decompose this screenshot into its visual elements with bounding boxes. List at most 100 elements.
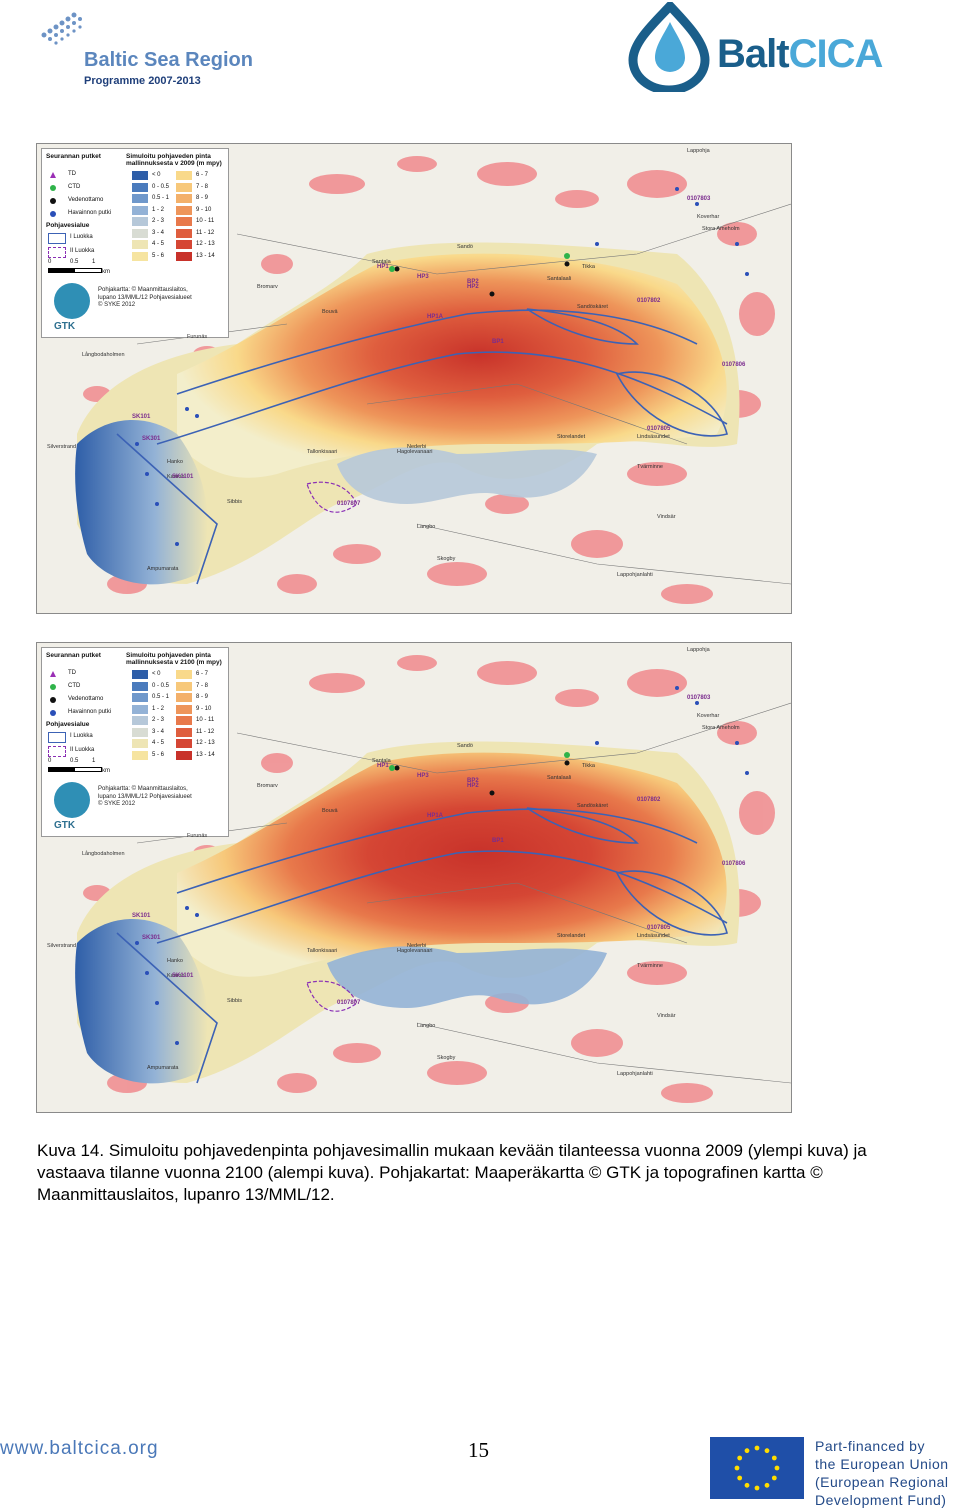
legend-class-swatch bbox=[176, 739, 192, 748]
figure-caption: Kuva 14. Simuloitu pohjavedenpinta pohja… bbox=[37, 1141, 867, 1204]
map-place-label: Skogby bbox=[437, 1055, 456, 1061]
map-site-label: HP3 bbox=[417, 773, 429, 779]
legend-class-label: < 0 bbox=[152, 172, 161, 178]
legend-class-label: 5 - 6 bbox=[152, 252, 165, 259]
gtk-logo-icon bbox=[54, 283, 90, 319]
eu-star-icon bbox=[764, 1448, 770, 1454]
legend-class-label: 2 - 3 bbox=[152, 717, 165, 723]
legend-aquifer-title: Pohjavesialue bbox=[46, 721, 90, 728]
ctd-dot-icon bbox=[50, 684, 56, 690]
legend-class-label: 11 - 12 bbox=[196, 728, 215, 735]
eu-star-icon bbox=[737, 1475, 743, 1481]
map-site-label: 0107803 bbox=[687, 695, 711, 701]
legend-class-swatch bbox=[132, 704, 148, 714]
legend-surface-title: Simuloitu pohjaveden pinta mallinnuksest… bbox=[126, 153, 222, 167]
legend-class-swatch bbox=[176, 251, 192, 261]
groundwater-map-2100: Seurannan putket Simuloitu pohjaveden pi… bbox=[36, 642, 792, 1113]
class-i-swatch bbox=[48, 233, 66, 244]
map-site-label: BP2 bbox=[467, 778, 479, 784]
legend-monitoring-intake: Vedenottamo bbox=[68, 696, 104, 702]
map-place-label: Langbo bbox=[417, 1023, 436, 1029]
map-place-label: Bouvä bbox=[322, 309, 338, 315]
legend-class-swatch bbox=[132, 251, 148, 261]
map-site-label: BP1 bbox=[492, 838, 504, 844]
ctd-dot-icon bbox=[50, 185, 56, 191]
legend-class-label: 3 - 4 bbox=[152, 728, 165, 735]
legend-class-swatch bbox=[176, 727, 192, 737]
legend-class-label: 1 - 2 bbox=[152, 705, 165, 712]
legend-class-swatch bbox=[132, 240, 148, 249]
legend-class-label: 6 - 7 bbox=[196, 671, 209, 677]
map-place-label: Silverstrand bbox=[47, 444, 77, 450]
legend-class-label: 0 - 0.5 bbox=[152, 183, 170, 190]
legend-aquifer-ii: II Luokka bbox=[70, 248, 95, 254]
legend-class-swatch bbox=[132, 716, 148, 725]
map-place-label: Lindsäsundet bbox=[637, 933, 670, 939]
funding-line: the European Union bbox=[815, 1456, 949, 1472]
legend-class-label: 0.5 - 1 bbox=[152, 195, 170, 201]
map-site-label: HP2 bbox=[467, 783, 479, 789]
map-place-label: Långbodaholmen bbox=[82, 352, 125, 358]
eu-star-icon bbox=[754, 1485, 760, 1491]
legend-class-swatch bbox=[132, 727, 148, 737]
class-i-swatch bbox=[48, 732, 66, 743]
map-place-label: Storelandet bbox=[557, 933, 586, 939]
map-site-label: SK101 bbox=[132, 913, 151, 919]
legend-class-label: < 0 bbox=[152, 671, 161, 677]
legend-class-label: 9 - 10 bbox=[196, 206, 212, 213]
legend-class-swatch bbox=[176, 670, 192, 679]
map-place-label: Sandö bbox=[457, 743, 473, 749]
map-place-label: Tikka bbox=[582, 763, 595, 769]
credit-line: Pohjakartta: © Maanmittauslaitos, bbox=[98, 786, 188, 792]
legend-class-label: 13 - 14 bbox=[196, 751, 215, 758]
legend-class-swatch bbox=[132, 750, 148, 760]
legend-class-swatch bbox=[132, 182, 148, 192]
legend-monitoring-observation: Havainnon putki bbox=[68, 709, 112, 715]
legend-class-swatch bbox=[132, 739, 148, 748]
map-site-label: 0107806 bbox=[722, 362, 746, 368]
legend-class-swatch bbox=[132, 194, 148, 203]
scale-unit: km bbox=[102, 768, 110, 774]
legend-class-label: 7 - 8 bbox=[196, 682, 209, 689]
map-place-label: Lappohjanlahti bbox=[617, 572, 653, 578]
scale-05: 0.5 bbox=[70, 259, 79, 265]
map-place-label: Kamoo bbox=[167, 973, 185, 979]
legend-aquifer-ii: II Luokka bbox=[70, 747, 95, 753]
map-place-label: Koverhar bbox=[697, 214, 720, 220]
legend-class-label: 0 - 0.5 bbox=[152, 682, 170, 689]
baltcica-part2: CICA bbox=[788, 32, 884, 76]
legend-class-label: 12 - 13 bbox=[196, 740, 215, 746]
credit-line: © SYKE 2012 bbox=[98, 801, 136, 807]
footer-website-link[interactable]: www.baltcica.org bbox=[0, 1438, 159, 1459]
map-place-label: Nederbi bbox=[407, 444, 427, 450]
legend-monitoring-title: Seurannan putket bbox=[46, 652, 101, 659]
map-site-label: HP1A bbox=[427, 314, 444, 320]
map-place-label: Langbo bbox=[417, 524, 436, 530]
map-place-label: Hanko bbox=[167, 459, 183, 465]
map-site-label: 0107805 bbox=[647, 426, 671, 432]
map-site-label: HP2 bbox=[467, 284, 479, 290]
map-credit: Pohjakartta: © Maanmittauslaitos, lupano… bbox=[98, 287, 192, 310]
bsr-logo-title: Baltic Sea Region bbox=[84, 49, 253, 71]
td-triangle-icon bbox=[50, 671, 56, 677]
map-site-label: SK1101 bbox=[172, 474, 194, 480]
legend-class-swatch bbox=[176, 716, 192, 725]
legend-monitoring-ctd: CTD bbox=[68, 184, 81, 190]
map-place-label: Hagolevanaari bbox=[397, 948, 433, 954]
map-place-label: Bouvä bbox=[322, 808, 338, 814]
scale-0: 0 bbox=[48, 259, 52, 265]
map-place-label: Tallonkisaari bbox=[307, 449, 338, 455]
legend-class-label: 9 - 10 bbox=[196, 705, 212, 712]
map-site-label: BP2 bbox=[467, 279, 479, 285]
eu-star-icon bbox=[744, 1482, 750, 1488]
map-site-label: SK101 bbox=[132, 414, 151, 420]
legend-class-label: 12 - 13 bbox=[196, 241, 215, 247]
map-place-label: Sandö bbox=[457, 244, 473, 250]
legend-class-swatch bbox=[176, 681, 192, 691]
legend-monitoring-td: TD bbox=[68, 171, 76, 177]
legend-monitoring-observation: Havainnon putki bbox=[68, 210, 112, 216]
legend-class-swatch bbox=[176, 750, 192, 760]
legend-class-swatch bbox=[176, 194, 192, 203]
map-place-label: Tvärminne bbox=[637, 464, 663, 470]
legend-class-swatch bbox=[176, 217, 192, 226]
